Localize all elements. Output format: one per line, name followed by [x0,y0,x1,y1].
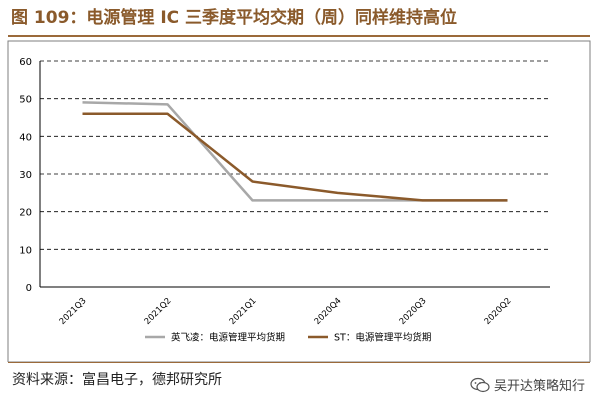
y-tick-label: 40 [19,132,32,143]
x-tick-label: 2020Q2 [483,296,514,327]
x-tick-label: 2021Q1 [228,296,259,327]
page-title: 图 109：电源管理 IC 三季度平均交期（周）同样维持高位 [11,8,458,28]
x-tick-label: 2021Q3 [58,296,89,327]
source-note: 资料来源：富昌电子，德邦研究所 [12,372,222,388]
y-tick-label: 0 [26,283,32,294]
x-tick-label: 2020Q4 [313,296,344,327]
source-divider [8,362,590,363]
y-tick-label: 10 [19,245,32,256]
watermark: 吴开达策略知行 [470,375,585,394]
watermark-text: 吴开达策略知行 [493,379,585,394]
x-tick-label: 2021Q2 [143,296,174,327]
x-tick-label: 2020Q3 [398,296,429,327]
title-divider [8,35,590,37]
series-line-2 [82,112,508,202]
y-tick-label: 60 [19,57,32,68]
y-tick-label: 20 [19,208,32,219]
wechat-icon [470,377,490,392]
series-line-1 [82,101,508,202]
line-chart: 0 10 20 30 40 50 60 2021Q3 2021Q2 2021Q1 2020Q4 202… [7,40,591,362]
y-tick-label: 30 [19,170,32,181]
legend-label-2: ST：电源管理平均货期 [334,332,431,344]
chart-frame [7,40,591,362]
y-tick-label: 50 [19,95,32,106]
legend-label-1: 英飞凌：电源管理平均货期 [171,332,285,344]
